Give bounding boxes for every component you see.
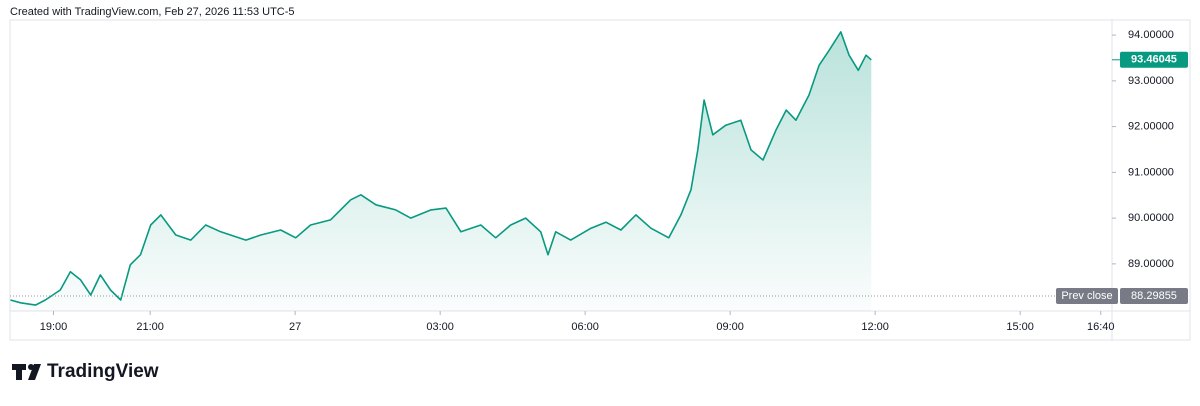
x-tick-label: 21:00 xyxy=(136,321,164,333)
x-tick-label: 06:00 xyxy=(571,321,599,333)
prev-close-value: 88.29855 xyxy=(1131,290,1177,302)
frame xyxy=(9,19,1191,341)
brand-logo: TradingView xyxy=(12,361,159,382)
prev-close-value-tag xyxy=(1120,287,1188,304)
y-tick-label: 91.00000 xyxy=(1128,166,1174,178)
x-tick-label: 03:00 xyxy=(426,321,454,333)
area-fill xyxy=(10,31,872,312)
y-tick-label: 89.00000 xyxy=(1128,258,1174,270)
prev-close-tag-text: Prev close xyxy=(1061,290,1112,302)
logo-mark xyxy=(12,364,26,380)
logo-mark xyxy=(28,364,41,380)
brand: TradingView xyxy=(47,361,159,382)
y-tick-label: 92.00000 xyxy=(1128,121,1174,133)
prev-close-tag xyxy=(1056,287,1118,304)
last-price-tag xyxy=(1120,51,1188,68)
x-tick-label: 15:00 xyxy=(1006,321,1034,333)
last-price: 93.46045 xyxy=(1131,54,1177,66)
credit: Created with TradingView.com, Feb 27, 20… xyxy=(10,6,295,18)
x-tick-label: 16:40 xyxy=(1087,321,1115,333)
x-tick-label: 27 xyxy=(289,321,301,333)
x-tick-label: 19:00 xyxy=(40,321,68,333)
price-line xyxy=(10,31,872,306)
plot: 89.00000 90.00000 91.00000 92.00000 93.00000… xyxy=(10,29,1188,333)
y-tick-label: 90.00000 xyxy=(1128,212,1174,224)
y-tick-label: 94.00000 xyxy=(1128,29,1174,41)
x-tick-label: 12:00 xyxy=(861,321,889,333)
y-tick-label: 93.00000 xyxy=(1128,75,1174,87)
x-tick-label: 09:00 xyxy=(716,321,744,333)
